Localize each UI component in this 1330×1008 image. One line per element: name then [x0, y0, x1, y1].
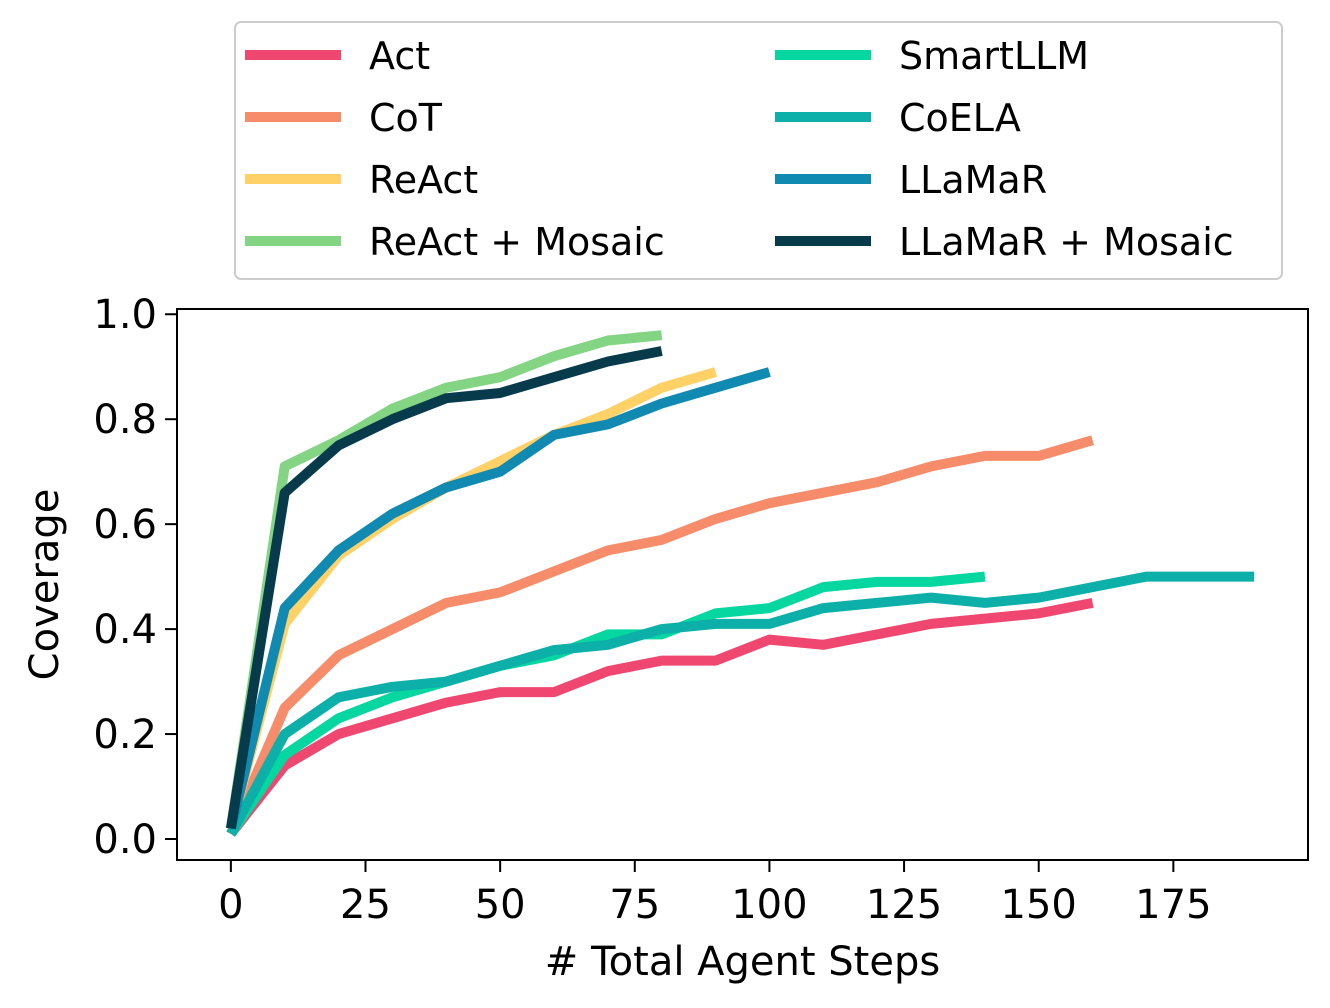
y-tick-label: 1.0 [93, 292, 157, 338]
legend-item-coela: CoELA [775, 96, 1021, 140]
legend-label: LLaMaR [899, 158, 1047, 202]
x-tick-label: 175 [1135, 882, 1211, 928]
legend: Act CoT ReAct ReAct + Mosaic SmartLLM CoELA LL… [234, 21, 1283, 280]
legend-label: CoELA [899, 96, 1021, 140]
y-tick-label: 0.4 [93, 607, 157, 653]
plot-frame [176, 308, 1309, 861]
x-tick-label: 150 [1001, 882, 1077, 928]
x-tick-label: 0 [218, 882, 243, 928]
legend-label: SmartLLM [899, 34, 1089, 78]
x-axis-label: # Total Agent Steps [545, 939, 940, 985]
legend-item-react-mosaic: ReAct + Mosaic [245, 220, 665, 264]
legend-item-cot: CoT [245, 96, 443, 140]
legend-item-act: Act [245, 34, 430, 78]
legend-label: LLaMaR + Mosaic [899, 220, 1234, 264]
x-axis-ticks: 0 25 50 75 100 125 150 175 [218, 860, 1212, 928]
y-tick-label: 0.8 [93, 397, 157, 443]
y-tick-label: 0.2 [93, 712, 157, 758]
series-line-llamar-mosaic [225, 346, 663, 830]
series-line-smartllm [226, 571, 986, 837]
legend-label: Act [369, 34, 430, 78]
x-tick-label: 100 [731, 882, 807, 928]
legend-item-llamar: LLaMaR [775, 158, 1047, 202]
y-axis-label: Coverage [22, 489, 68, 681]
legend-label: ReAct + Mosaic [369, 220, 665, 264]
x-tick-label: 125 [866, 882, 942, 928]
legend-label: CoT [369, 96, 443, 140]
x-tick-label: 75 [609, 882, 660, 928]
legend-label: ReAct [369, 158, 478, 202]
legend-item-react: ReAct [245, 158, 478, 202]
series-lines [225, 330, 1255, 837]
legend-box [234, 21, 1283, 280]
y-tick-label: 0.6 [93, 502, 157, 548]
series-line-llamar [226, 367, 771, 830]
legend-item-smartllm: SmartLLM [775, 34, 1089, 78]
y-axis-ticks: 0.0 0.2 0.4 0.6 0.8 1.0 [93, 292, 177, 863]
x-tick-label: 25 [340, 882, 391, 928]
plot-area: 0 25 50 75 100 125 150 175 0.0 0.2 0.4 0.6 0.8 1.0 [93, 292, 1309, 928]
y-tick-label: 0.0 [93, 817, 157, 863]
series-line-coela [226, 571, 1255, 837]
series-line-act [226, 597, 1094, 837]
x-tick-label: 50 [475, 882, 526, 928]
series-line-react [226, 367, 717, 830]
legend-item-llamar-mosaic: LLaMaR + Mosaic [775, 220, 1234, 264]
series-line-cot [226, 435, 1094, 836]
series-line-react-mosaic [225, 330, 663, 830]
